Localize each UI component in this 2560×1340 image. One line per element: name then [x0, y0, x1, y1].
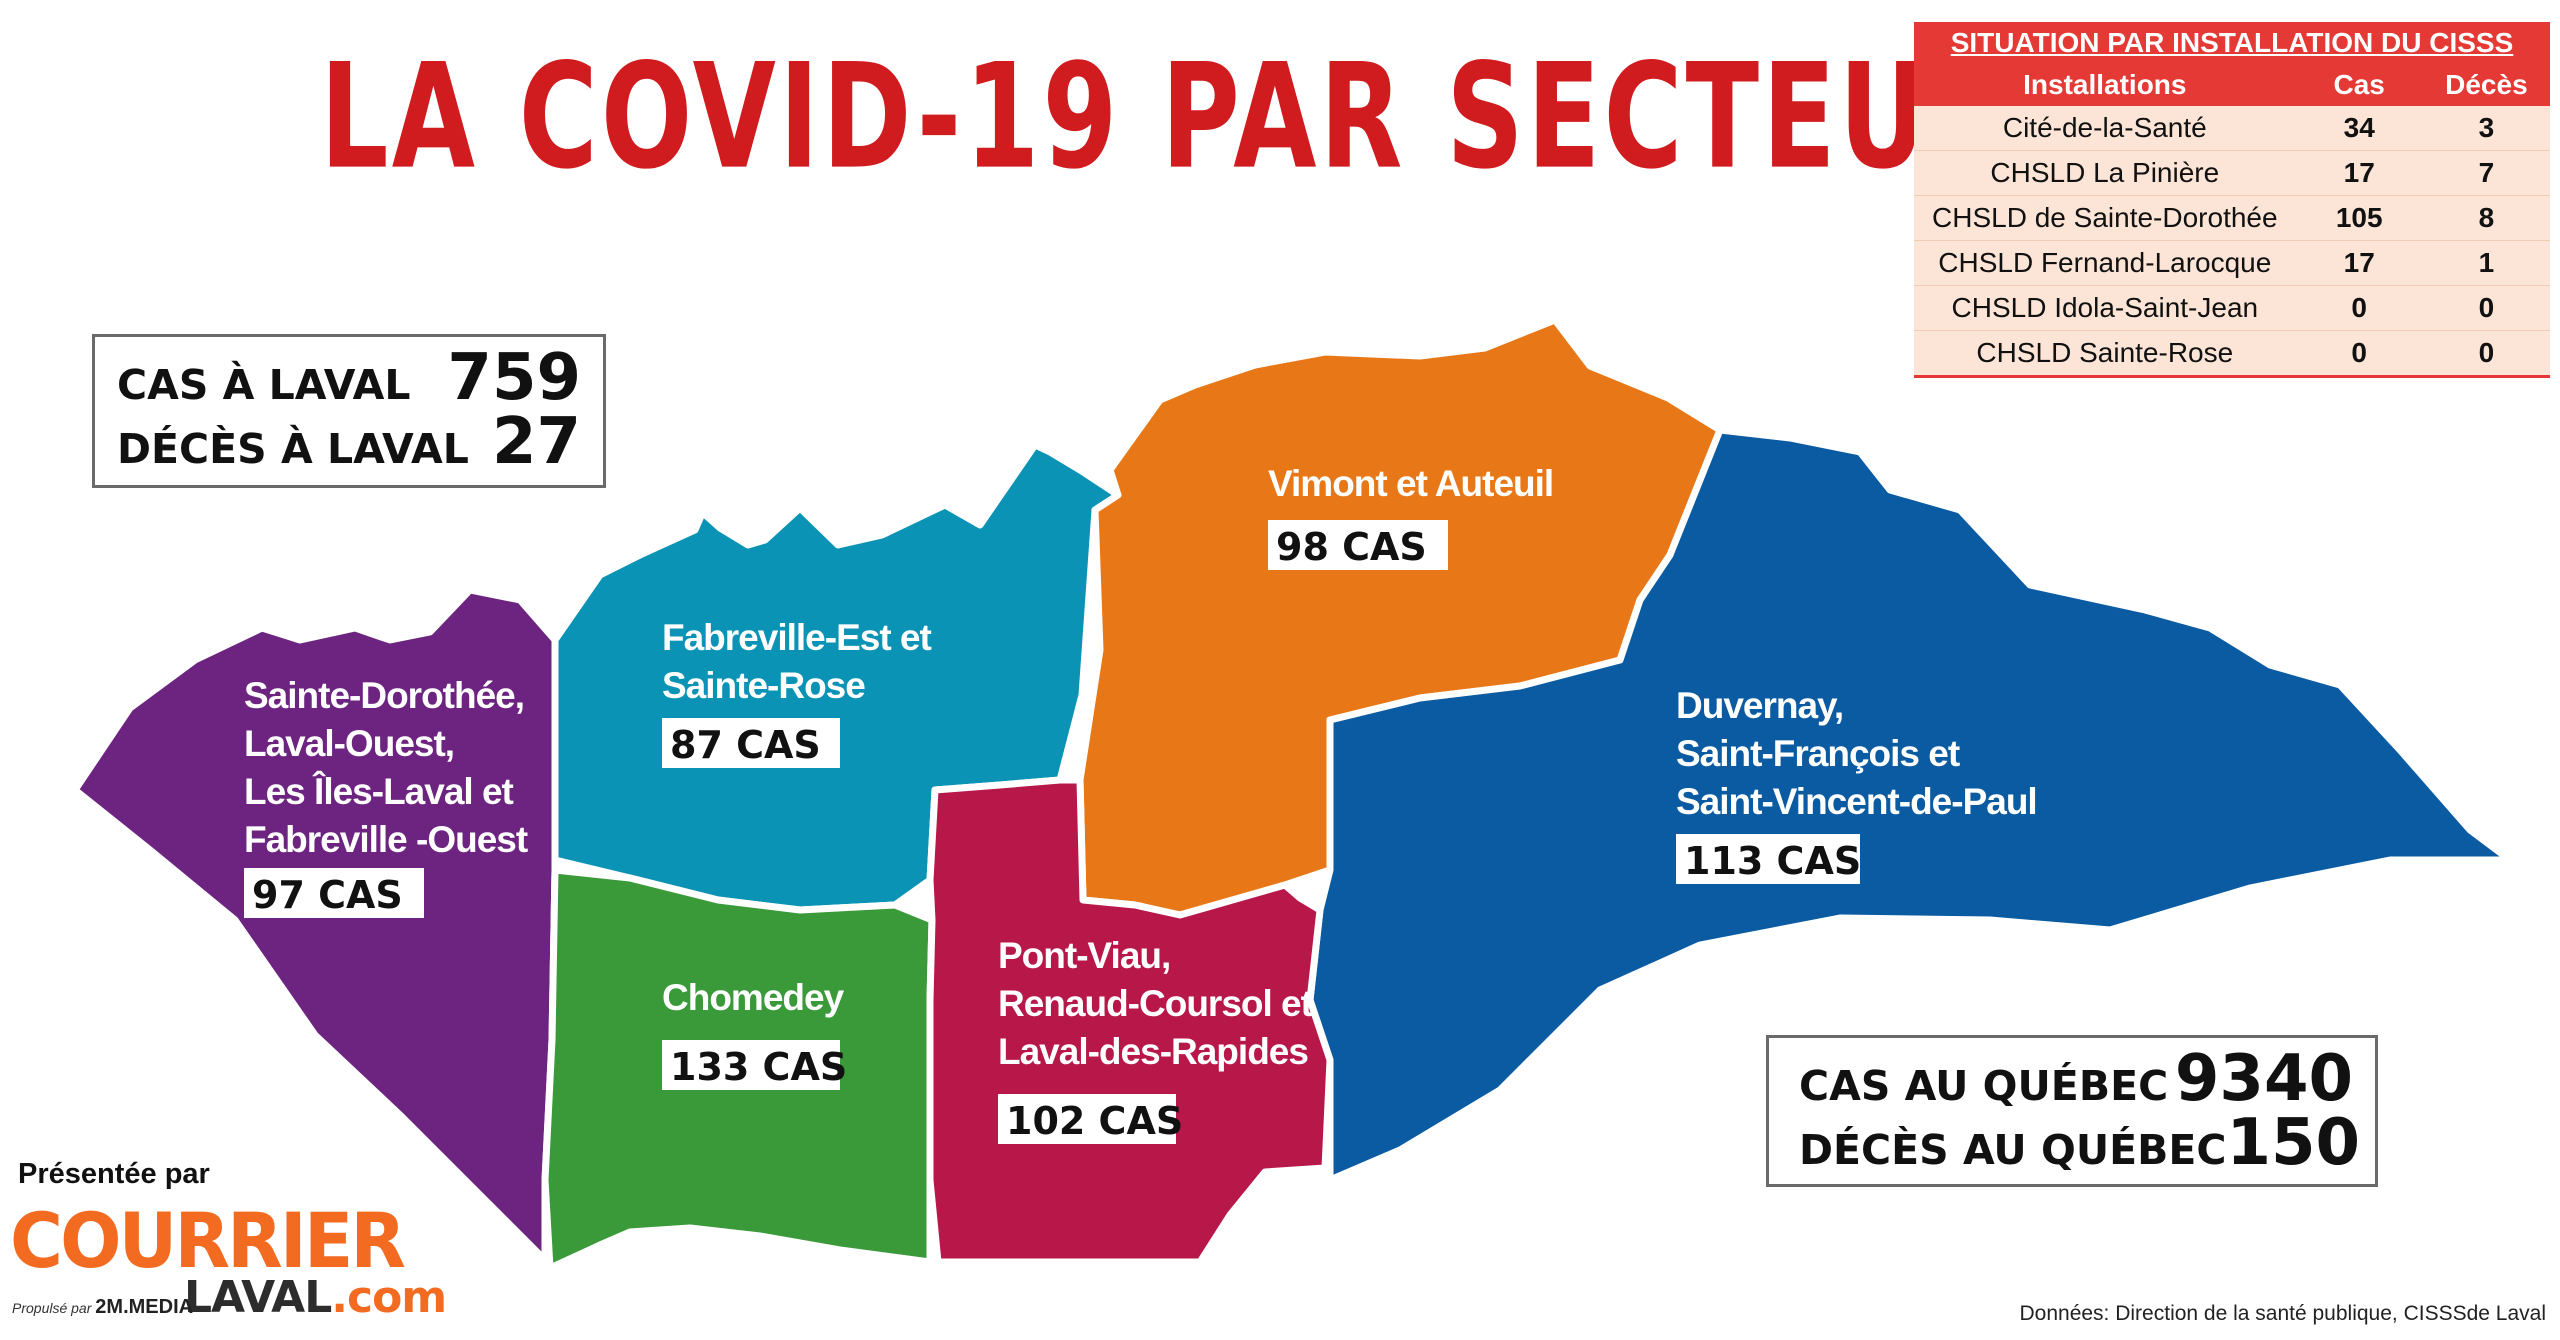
- row-name: CHSLD de Sainte-Dorothée: [1914, 195, 2296, 241]
- row-cases: 34: [2295, 106, 2423, 151]
- row-deaths: 8: [2422, 195, 2550, 241]
- sector-name-sainte-dorothee-line-1: Sainte-Dorothée,: [244, 675, 524, 716]
- row-cases: 0: [2295, 330, 2423, 378]
- presented-by-label: Présentée par: [18, 1158, 210, 1190]
- sector-cases-sainte-dorothee: 97 CAS: [252, 873, 403, 917]
- table-row: CHSLD de Sainte-Dorothée 105 8: [1914, 195, 2550, 241]
- sector-name-vimont-line-1: Vimont et Auteuil: [1268, 463, 1553, 504]
- sector-name-duvernay-line-1: Duvernay,: [1676, 685, 1843, 726]
- row-name: CHSLD Idola-Saint-Jean: [1914, 285, 2296, 331]
- row-deaths: 7: [2422, 150, 2550, 196]
- sector-cases-fabreville-est: 87 CAS: [670, 723, 821, 767]
- row-cases: 17: [2295, 240, 2423, 286]
- laval-cases-label: CAS À LAVAL: [117, 361, 411, 409]
- row-cases: 0: [2295, 285, 2423, 331]
- row-name: CHSLD Fernand-Larocque: [1914, 240, 2296, 286]
- sector-name-sainte-dorothee-line-3: Les Îles-Laval et: [244, 770, 514, 812]
- row-deaths: 3: [2422, 106, 2550, 151]
- quebec-cases-value: 9340: [2174, 1042, 2353, 1116]
- quebec-deaths-label: DÉCÈS AU QUÉBEC: [1799, 1126, 2227, 1174]
- quebec-cases-label: CAS AU QUÉBEC: [1799, 1062, 2169, 1110]
- laval-stats-box: CAS À LAVAL 759 DÉCÈS À LAVAL 27: [92, 334, 606, 488]
- 2m-media-logo: 2M.MEDIA: [95, 1296, 194, 1318]
- header-installations: Installations: [1914, 64, 2296, 106]
- sector-cases-chomedey: 133 CAS: [670, 1045, 847, 1089]
- table-header-row: Installations Cas Décès: [1914, 64, 2550, 106]
- row-deaths: 0: [2422, 285, 2550, 331]
- propulse-label: Propulsé par: [12, 1300, 92, 1316]
- table-row: CHSLD Sainte-Rose 0 0: [1914, 330, 2550, 378]
- region-duvernay[interactable]: [1306, 426, 2514, 1184]
- sector-name-duvernay-line-2: Saint-François et: [1676, 733, 1960, 774]
- sector-name-sainte-dorothee-line-4: Fabreville -Ouest: [244, 819, 528, 860]
- quebec-deaths-value: 150: [2226, 1106, 2361, 1180]
- sector-cases-duvernay: 113 CAS: [1684, 839, 1861, 883]
- sector-cases-vimont: 98 CAS: [1276, 525, 1427, 569]
- row-deaths: 1: [2422, 240, 2550, 286]
- sector-cases-pont-viau: 102 CAS: [1006, 1099, 1183, 1143]
- sector-name-pont-viau-line-3: Laval-des-Rapides: [998, 1031, 1308, 1072]
- table-row: CHSLD Idola-Saint-Jean 0 0: [1914, 285, 2550, 331]
- row-deaths: 0: [2422, 330, 2550, 378]
- table-row: CHSLD La Pinière 17 7: [1914, 150, 2550, 196]
- table-row: CHSLD Fernand-Larocque 17 1: [1914, 240, 2550, 286]
- row-cases: 17: [2295, 150, 2423, 196]
- table-row: Cité-de-la-Santé 34 3: [1914, 106, 2550, 151]
- sector-cases-box-pont-viau: [998, 1094, 1176, 1144]
- sector-cases-box-vimont: [1268, 520, 1448, 570]
- quebec-stats-box: CAS AU QUÉBEC 9340 DÉCÈS AU QUÉBEC 150: [1766, 1035, 2378, 1187]
- sector-cases-box-fabreville-est: [662, 718, 840, 768]
- sector-name-fabreville-est-line-1: Fabreville-Est et: [662, 617, 932, 658]
- row-name: CHSLD La Pinière: [1914, 150, 2296, 196]
- data-source: Données: Direction de la santé publique,…: [2019, 1302, 2547, 1325]
- sector-name-pont-viau-line-2: Renaud-Coursol et: [998, 983, 1313, 1024]
- sector-name-pont-viau-line-1: Pont-Viau,: [998, 935, 1170, 976]
- propulse-par: Propulsé par 2M.MEDIA: [12, 1296, 193, 1319]
- courrier-laval-logo[interactable]: COURRIER: [10, 1196, 406, 1285]
- logo-laval-com[interactable]: LAVAL.com: [184, 1272, 447, 1323]
- row-name: CHSLD Sainte-Rose: [1914, 330, 2296, 378]
- sector-name-chomedey-line-1: Chomedey: [662, 977, 845, 1018]
- row-name: Cité-de-la-Santé: [1914, 106, 2296, 151]
- logo-laval-text: LAVAL: [184, 1272, 332, 1323]
- sector-name-fabreville-est-line-2: Sainte-Rose: [662, 665, 865, 706]
- table-title: SITUATION PAR INSTALLATION DU CISSS: [1914, 22, 2550, 64]
- laval-deaths-value: 27: [491, 405, 581, 479]
- row-cases: 105: [2295, 195, 2423, 241]
- laval-deaths-label: DÉCÈS À LAVAL: [117, 425, 469, 473]
- laval-cases-value: 759: [447, 341, 581, 415]
- sector-name-duvernay-line-3: Saint-Vincent-de-Paul: [1676, 781, 2037, 822]
- cisss-installations-table: SITUATION PAR INSTALLATION DU CISSS Inst…: [1914, 22, 2550, 378]
- sector-cases-box-duvernay: [1676, 834, 1860, 884]
- sector-name-sainte-dorothee-line-2: Laval-Ouest,: [244, 723, 454, 764]
- header-deaths: Décès: [2422, 64, 2550, 106]
- sector-cases-box-sainte-dorothee: [244, 868, 424, 918]
- header-cases: Cas: [2295, 64, 2423, 106]
- sector-cases-box-chomedey: [662, 1040, 840, 1090]
- logo-dotcom-text: .com: [331, 1272, 447, 1323]
